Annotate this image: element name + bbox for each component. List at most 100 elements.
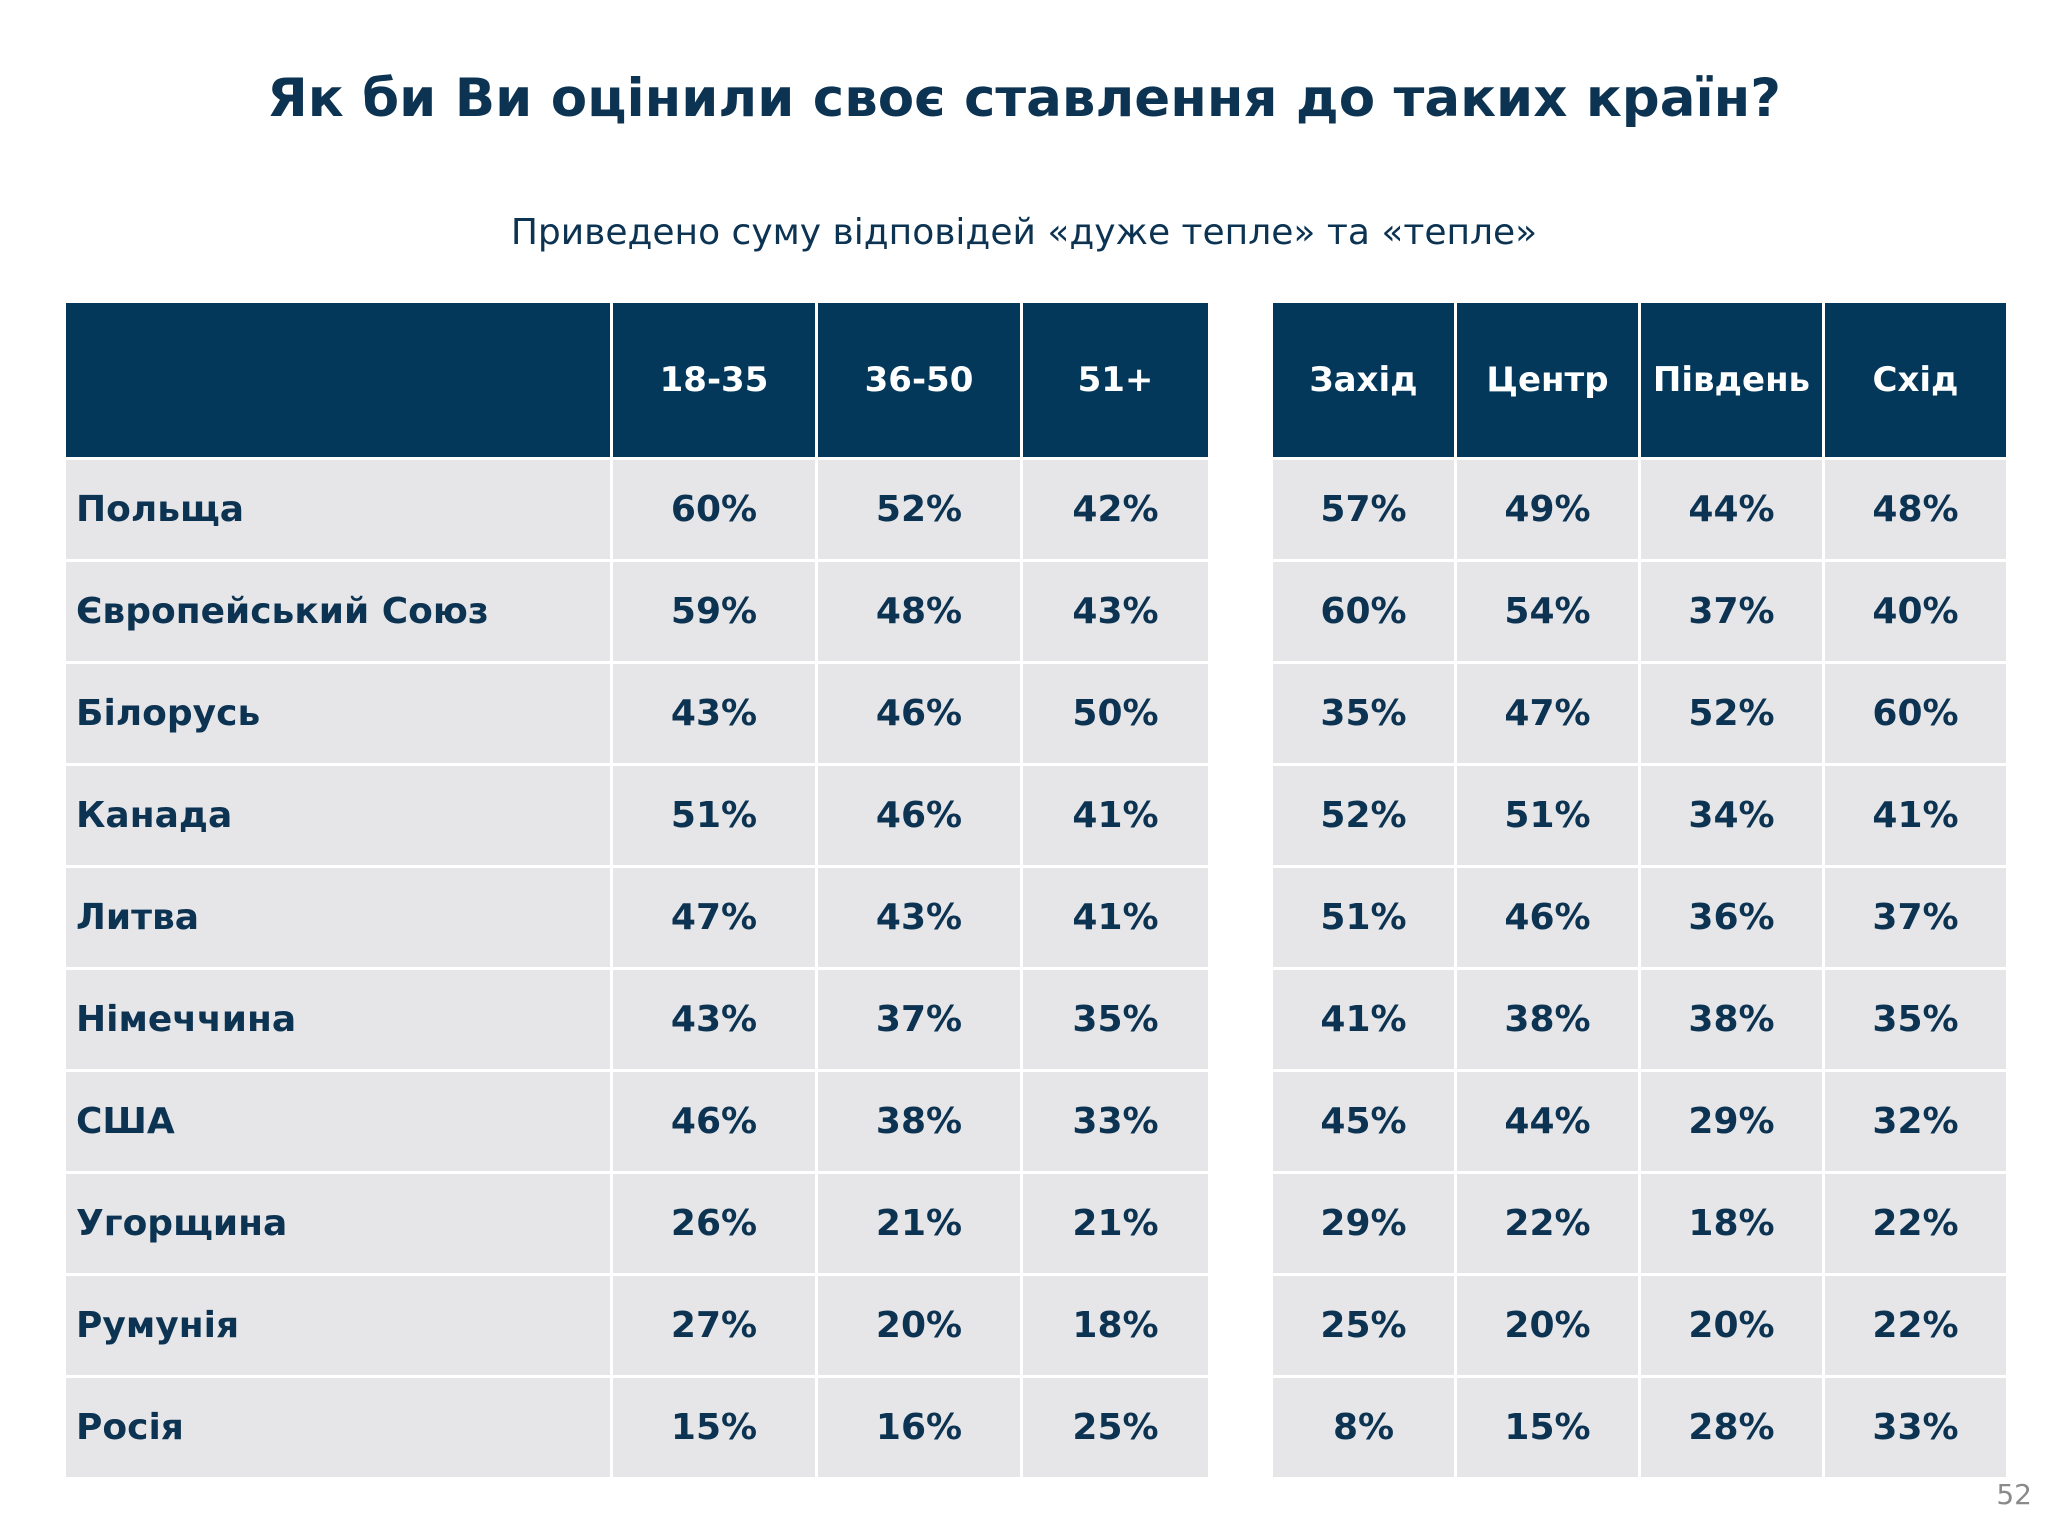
region-cell: 52%	[1641, 664, 1822, 763]
age-cell: 47%	[613, 868, 815, 967]
age-group-table: 18-35 36-50 51+ Польща 60% 52% 42% Європ…	[63, 300, 1211, 1480]
region-table: Захід Центр Південь Схід 57% 49% 44% 48%…	[1270, 300, 2009, 1480]
table-row: Росія 15% 16% 25%	[66, 1378, 1208, 1477]
region-cell: 34%	[1641, 766, 1822, 865]
table-row: 25% 20% 20% 22%	[1273, 1276, 2006, 1375]
region-header-south: Південь	[1641, 303, 1822, 457]
country-name: Румунія	[66, 1276, 610, 1375]
age-cell: 43%	[613, 664, 815, 763]
age-header-row: 18-35 36-50 51+	[66, 303, 1208, 457]
table-row: 57% 49% 44% 48%	[1273, 460, 2006, 559]
age-cell: 15%	[613, 1378, 815, 1477]
region-cell: 37%	[1641, 562, 1822, 661]
region-cell: 37%	[1825, 868, 2006, 967]
country-name: Росія	[66, 1378, 610, 1477]
region-cell: 20%	[1641, 1276, 1822, 1375]
age-cell: 59%	[613, 562, 815, 661]
table-row: 41% 38% 38% 35%	[1273, 970, 2006, 1069]
age-cell: 25%	[1023, 1378, 1208, 1477]
region-header-center: Центр	[1457, 303, 1638, 457]
region-header-row: Захід Центр Південь Схід	[1273, 303, 2006, 457]
region-cell: 51%	[1457, 766, 1638, 865]
country-name: США	[66, 1072, 610, 1171]
age-header-corner	[66, 303, 610, 457]
region-cell: 60%	[1273, 562, 1454, 661]
table-row: 52% 51% 34% 41%	[1273, 766, 2006, 865]
age-cell: 38%	[818, 1072, 1020, 1171]
region-cell: 35%	[1273, 664, 1454, 763]
age-cell: 21%	[1023, 1174, 1208, 1273]
table-row: США 46% 38% 33%	[66, 1072, 1208, 1171]
region-cell: 25%	[1273, 1276, 1454, 1375]
table-row: 51% 46% 36% 37%	[1273, 868, 2006, 967]
age-header-36-50: 36-50	[818, 303, 1020, 457]
region-cell: 47%	[1457, 664, 1638, 763]
table-row: 29% 22% 18% 22%	[1273, 1174, 2006, 1273]
region-cell: 35%	[1825, 970, 2006, 1069]
region-cell: 41%	[1273, 970, 1454, 1069]
country-name: Канада	[66, 766, 610, 865]
region-cell: 44%	[1641, 460, 1822, 559]
region-cell: 29%	[1641, 1072, 1822, 1171]
table-row: 35% 47% 52% 60%	[1273, 664, 2006, 763]
region-cell: 20%	[1457, 1276, 1638, 1375]
region-cell: 57%	[1273, 460, 1454, 559]
region-header-west: Захід	[1273, 303, 1454, 457]
region-cell: 22%	[1457, 1174, 1638, 1273]
age-cell: 35%	[1023, 970, 1208, 1069]
table-row: 60% 54% 37% 40%	[1273, 562, 2006, 661]
region-cell: 38%	[1641, 970, 1822, 1069]
table-row: Європейський Союз 59% 48% 43%	[66, 562, 1208, 661]
age-cell: 41%	[1023, 868, 1208, 967]
region-cell: 36%	[1641, 868, 1822, 967]
age-cell: 46%	[818, 766, 1020, 865]
age-header-51-plus: 51+	[1023, 303, 1208, 457]
age-cell: 48%	[818, 562, 1020, 661]
region-cell: 52%	[1273, 766, 1454, 865]
age-cell: 51%	[613, 766, 815, 865]
age-cell: 42%	[1023, 460, 1208, 559]
country-name: Білорусь	[66, 664, 610, 763]
region-cell: 22%	[1825, 1276, 2006, 1375]
age-cell: 21%	[818, 1174, 1020, 1273]
age-cell: 16%	[818, 1378, 1020, 1477]
region-cell: 29%	[1273, 1174, 1454, 1273]
country-name: Угорщина	[66, 1174, 610, 1273]
region-cell: 15%	[1457, 1378, 1638, 1477]
page-subtitle: Приведено суму відповідей «дуже тепле» т…	[510, 212, 1538, 253]
country-name: Європейський Союз	[66, 562, 610, 661]
region-cell: 40%	[1825, 562, 2006, 661]
region-cell: 60%	[1825, 664, 2006, 763]
table-row: Литва 47% 43% 41%	[66, 868, 1208, 967]
age-cell: 46%	[613, 1072, 815, 1171]
region-cell: 48%	[1825, 460, 2006, 559]
page-title: Як би Ви оцінили своє ставлення до таких…	[266, 68, 1782, 129]
country-name: Польща	[66, 460, 610, 559]
region-cell: 18%	[1641, 1174, 1822, 1273]
age-cell: 20%	[818, 1276, 1020, 1375]
region-cell: 8%	[1273, 1378, 1454, 1477]
region-cell: 32%	[1825, 1072, 2006, 1171]
region-cell: 38%	[1457, 970, 1638, 1069]
age-cell: 41%	[1023, 766, 1208, 865]
age-cell: 46%	[818, 664, 1020, 763]
age-cell: 50%	[1023, 664, 1208, 763]
age-cell: 43%	[818, 868, 1020, 967]
region-cell: 33%	[1825, 1378, 2006, 1477]
region-cell: 54%	[1457, 562, 1638, 661]
country-name: Німеччина	[66, 970, 610, 1069]
table-row: 45% 44% 29% 32%	[1273, 1072, 2006, 1171]
region-header-east: Схід	[1825, 303, 2006, 457]
age-cell: 43%	[613, 970, 815, 1069]
region-cell: 22%	[1825, 1174, 2006, 1273]
age-header-18-35: 18-35	[613, 303, 815, 457]
table-row: Білорусь 43% 46% 50%	[66, 664, 1208, 763]
region-cell: 49%	[1457, 460, 1638, 559]
region-cell: 45%	[1273, 1072, 1454, 1171]
age-cell: 33%	[1023, 1072, 1208, 1171]
region-cell: 51%	[1273, 868, 1454, 967]
table-row: Румунія 27% 20% 18%	[66, 1276, 1208, 1375]
age-cell: 52%	[818, 460, 1020, 559]
age-cell: 60%	[613, 460, 815, 559]
table-row: 8% 15% 28% 33%	[1273, 1378, 2006, 1477]
